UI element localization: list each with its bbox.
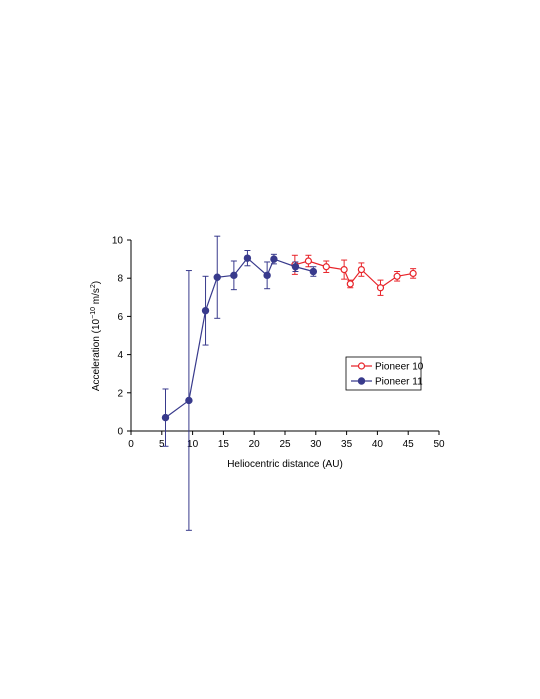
y-axis-title-unit-exp: 2 [90,284,97,288]
x-tick-label: 35 [341,439,353,450]
data-point [393,272,401,280]
data-point [322,263,330,271]
data-point [291,263,300,271]
x-axis-title: Heliocentric distance (AU) [227,459,343,470]
data-point [263,271,271,280]
ticks: 0 5 10 15 20 25 30 35 40 45 50 0 2 4 6 8 10 [112,236,445,451]
x-tick-label: 15 [218,439,230,450]
series-pioneer-11 [161,235,318,531]
data-point [409,269,417,278]
legend-box [345,356,422,391]
data-point [270,255,278,263]
x-tick-label: 20 [249,439,261,450]
x-tick-label: 50 [433,439,445,450]
legend: Pioneer 10 Pioneer 11 [345,356,424,391]
legend-label-pioneer-10: Pioneer 10 [375,362,424,373]
data-point [230,271,238,280]
y-axis-title-exp: −10 [90,307,97,319]
data-point [309,267,318,276]
series-line-pioneer-11 [165,257,314,419]
data-point [346,280,354,288]
data-point [243,254,252,262]
data-point [161,413,170,422]
data-point [304,257,313,265]
y-axis-title: Acceleration (10−10 m/s2) [90,281,102,391]
data-point [357,266,365,274]
x-tick-label: 45 [403,439,415,450]
y-tick-label: 0 [117,427,123,438]
y-tick-label: 10 [112,236,124,247]
y-axis-title-suffix: ) [91,281,102,284]
series-pioneer-10 [291,254,417,296]
x-tick-label: 10 [187,439,199,450]
data-point [201,306,210,315]
x-tick-label: 30 [310,439,322,450]
y-tick-label: 8 [117,274,123,285]
x-tick-label: 40 [372,439,384,450]
y-tick-label: 4 [117,350,123,361]
y-axis-title-prefix: Acceleration (10 [91,318,102,391]
axes [130,240,439,432]
data-point [376,284,385,292]
y-axis-title-unit: m/s [91,288,102,307]
y-tick-label: 6 [117,312,123,323]
x-tick-label: 25 [279,439,291,450]
legend-marker-pioneer-10 [357,362,366,370]
data-point [213,273,221,281]
data-point [340,266,348,274]
data-point [185,396,193,405]
x-tick-label: 0 [128,439,134,450]
y-tick-label: 2 [117,388,123,399]
legend-label-pioneer-11: Pioneer 11 [375,377,423,388]
x-tick-label: 5 [159,439,165,450]
series-layer [161,235,417,531]
legend-marker-pioneer-11 [357,377,366,385]
